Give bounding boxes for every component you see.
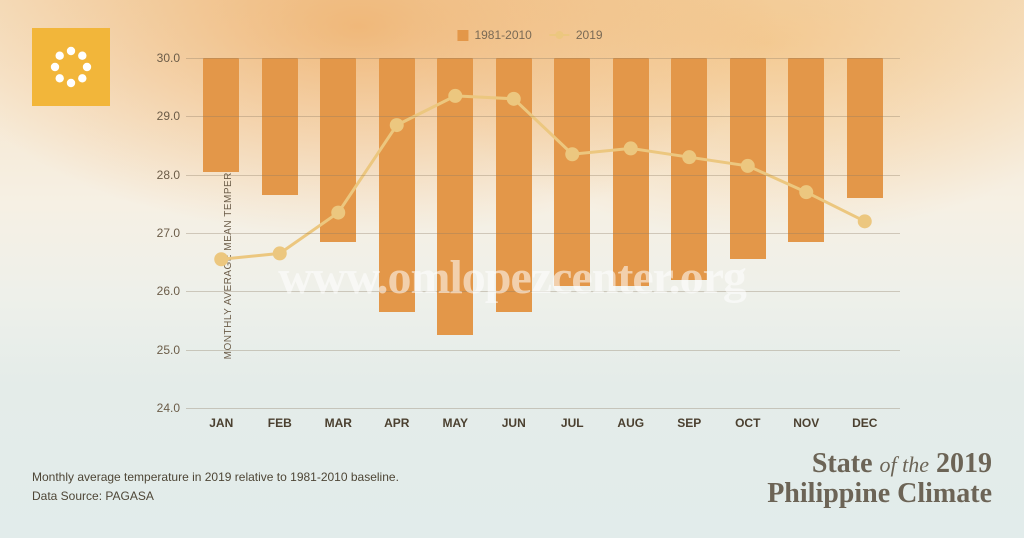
y-tick-label: 30.0	[146, 51, 180, 65]
chart-container: 1981-2010 2019 MONTHLY AVERAGE MEAN TEMP…	[150, 28, 910, 438]
x-tick-label: APR	[384, 416, 409, 430]
legend-label-baseline: 1981-2010	[474, 28, 531, 42]
y-tick-label: 24.0	[146, 401, 180, 415]
bar	[203, 58, 239, 172]
x-tick-label: MAR	[325, 416, 352, 430]
legend-label-2019: 2019	[576, 28, 603, 42]
grid-line	[186, 175, 900, 176]
legend-swatch-bar	[457, 30, 468, 41]
x-tick-label: JUL	[561, 416, 584, 430]
footer-source: Data Source: PAGASA	[32, 487, 399, 506]
legend-item-baseline: 1981-2010	[457, 28, 531, 42]
footer-caption-block: Monthly average temperature in 2019 rela…	[32, 468, 399, 506]
bar	[847, 58, 883, 198]
chart-legend: 1981-2010 2019	[457, 28, 602, 42]
grid-line	[186, 350, 900, 351]
footer-caption: Monthly average temperature in 2019 rela…	[32, 468, 399, 487]
bar	[496, 58, 532, 312]
y-tick-label: 28.0	[146, 168, 180, 182]
grid-line	[186, 408, 900, 409]
legend-item-2019: 2019	[550, 28, 603, 42]
x-tick-label: MAY	[442, 416, 468, 430]
footer-title-year: 2019	[936, 448, 992, 479]
y-tick-label: 26.0	[146, 284, 180, 298]
y-tick-label: 25.0	[146, 343, 180, 357]
y-tick-label: 27.0	[146, 226, 180, 240]
bar	[730, 58, 766, 259]
bar	[671, 58, 707, 280]
x-tick-label: JAN	[209, 416, 233, 430]
x-tick-label: SEP	[677, 416, 701, 430]
footer-title-state: State	[812, 448, 873, 479]
grid-line	[186, 116, 900, 117]
x-tick-label: NOV	[793, 416, 819, 430]
logo-badge	[32, 28, 110, 106]
legend-swatch-line	[550, 31, 570, 39]
footer-title-line1: State of the 2019	[767, 448, 992, 480]
bar	[554, 58, 590, 286]
bar	[613, 58, 649, 286]
x-tick-label: AUG	[617, 416, 644, 430]
logo-ring-icon	[46, 42, 96, 92]
bar	[437, 58, 473, 335]
grid-line	[186, 233, 900, 234]
grid-line	[186, 58, 900, 59]
footer-title-line2: Philippine Climate	[767, 478, 992, 510]
x-tick-label: DEC	[852, 416, 877, 430]
bar	[788, 58, 824, 242]
footer-title-ofthe: of the	[880, 452, 930, 477]
grid-line	[186, 291, 900, 292]
footer-title-block: State of the 2019 Philippine Climate	[767, 448, 992, 510]
bar	[320, 58, 356, 242]
y-tick-label: 29.0	[146, 109, 180, 123]
bar	[379, 58, 415, 312]
x-tick-label: JUN	[502, 416, 526, 430]
chart-plot-area: JANFEBMARAPRMAYJUNJULAUGSEPOCTNOVDEC 24.…	[186, 58, 900, 408]
x-tick-label: OCT	[735, 416, 760, 430]
x-tick-label: FEB	[268, 416, 292, 430]
